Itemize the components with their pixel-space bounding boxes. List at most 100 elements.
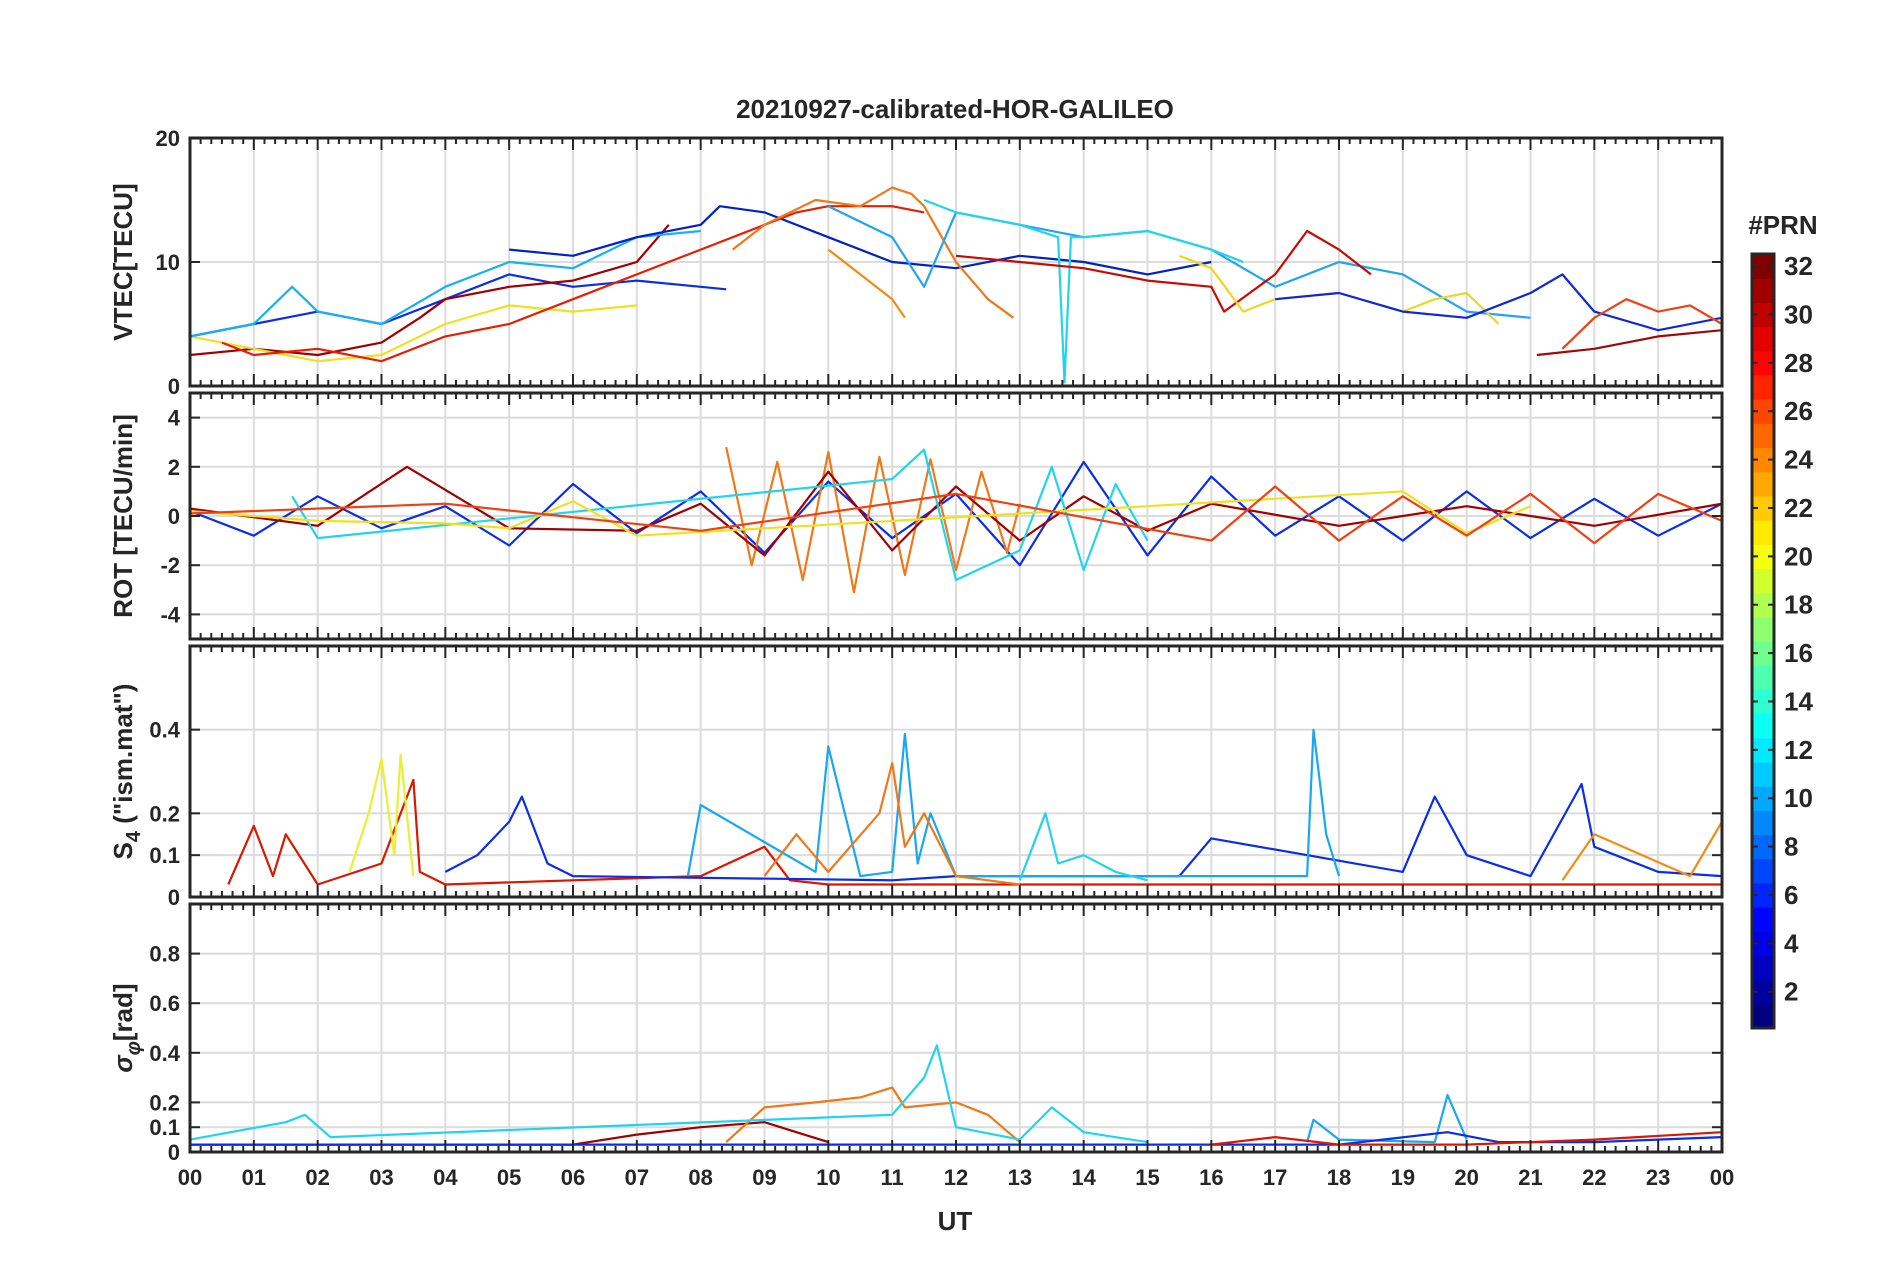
- y-tick-label: 0.1: [149, 1115, 180, 1140]
- panel-frame: [188, 902, 1724, 1154]
- x-tick-label: 03: [369, 1165, 393, 1190]
- x-tick-label: 12: [944, 1165, 968, 1190]
- x-tick-label: 16: [1199, 1165, 1223, 1190]
- colorbar-segment: [1752, 979, 1774, 1005]
- colorbar-segment: [1752, 544, 1774, 570]
- colorbar-tick-label: 28: [1784, 348, 1813, 378]
- colorbar-segment: [1752, 374, 1774, 400]
- series-prn-19: [348, 753, 415, 877]
- series-prn-27: [955, 229, 1372, 313]
- colorbar-segment: [1752, 882, 1774, 908]
- series-group: [190, 446, 1722, 594]
- series-prn-24: [725, 1086, 1021, 1143]
- series-prn-24: [725, 446, 1021, 594]
- x-tick-label: 23: [1646, 1165, 1670, 1190]
- series-prn-27: [227, 778, 1722, 886]
- series-prn-13: [1018, 812, 1148, 882]
- panel-vtec: 0 10 20 VTEC[TECU]: [108, 126, 1724, 399]
- colorbar-segment: [1752, 326, 1774, 352]
- colorbar-tick-label: 10: [1784, 783, 1813, 813]
- colorbar-segment: [1752, 713, 1774, 739]
- colorbar-tick-label: 24: [1784, 445, 1813, 475]
- series-prn-4: [1275, 273, 1722, 332]
- colorbar-segment: [1752, 520, 1774, 545]
- colorbar-segment: [1752, 907, 1774, 932]
- y-tick-label: 0.4: [149, 1041, 180, 1066]
- colorbar-segment: [1752, 568, 1774, 594]
- x-axis-labels: 00 01 02 03 04 05 06 07 08 09 10 11 12 13 14 15 16 17 18 19…: [178, 1165, 1734, 1190]
- series-prn-10: [1306, 1093, 1468, 1144]
- y-tick-label: 0.1: [149, 843, 180, 868]
- colorbar-segment: [1752, 689, 1774, 715]
- y-axis-title: σφ[rad]: [108, 983, 145, 1072]
- panel-frame: [188, 391, 1724, 641]
- x-tick-label: 07: [625, 1165, 649, 1190]
- colorbar-segment: [1752, 786, 1774, 811]
- colorbar-tick-label: 14: [1784, 686, 1813, 716]
- x-tick-label: 10: [816, 1165, 840, 1190]
- colorbar-tick-label: 20: [1784, 541, 1813, 571]
- colorbar-tick-label: 12: [1784, 735, 1813, 765]
- series-prn-13: [291, 448, 1149, 582]
- x-tick-label: 15: [1135, 1165, 1159, 1190]
- colorbar-segment: [1752, 278, 1774, 303]
- x-tick-label: 18: [1327, 1165, 1351, 1190]
- colorbar-tick-label: 30: [1784, 299, 1813, 329]
- x-tick-label: 06: [561, 1165, 585, 1190]
- x-axis-title: UT: [938, 1206, 973, 1236]
- colorbar-segment: [1752, 834, 1774, 860]
- y-tick-label: 0: [168, 504, 180, 529]
- colorbar-segment: [1752, 471, 1774, 497]
- x-tick-label: 17: [1263, 1165, 1287, 1190]
- panel-frame: [188, 136, 1724, 388]
- series-prn-20: [190, 304, 637, 363]
- x-tick-label: 00: [1710, 1165, 1734, 1190]
- series-prn-28: [221, 205, 925, 363]
- y-tick-label: 10: [156, 250, 180, 275]
- x-tick-label: 09: [752, 1165, 776, 1190]
- x-tick-label: 20: [1454, 1165, 1478, 1190]
- series-prn-23: [827, 248, 906, 319]
- y-tick-label: 0.2: [149, 1090, 180, 1115]
- colorbar-tick-label: 32: [1784, 251, 1813, 281]
- colorbar-segment: [1752, 641, 1774, 666]
- colorbar-segment: [1752, 254, 1774, 279]
- colorbar-tick-label: 2: [1784, 977, 1798, 1007]
- colorbar-segment: [1752, 495, 1774, 521]
- x-tick-label: 19: [1391, 1165, 1415, 1190]
- y-tick-label: 0.2: [149, 801, 180, 826]
- colorbar-segment: [1752, 399, 1774, 424]
- colorbar-segment: [1752, 858, 1774, 884]
- colorbar-segment: [1752, 665, 1774, 690]
- colorbar-segment: [1752, 423, 1774, 449]
- colorbar-segment: [1752, 350, 1774, 376]
- colorbar-tick-label: 4: [1784, 928, 1799, 958]
- y-tick-label: 0.4: [149, 718, 180, 743]
- series-prn-23: [1561, 821, 1722, 881]
- colorbar-tick-label: 8: [1784, 832, 1798, 862]
- y-tick-label: -2: [160, 553, 180, 578]
- x-tick-label: 04: [433, 1165, 458, 1190]
- x-tick-label: 22: [1582, 1165, 1606, 1190]
- colorbar-segment: [1752, 931, 1774, 957]
- colorbar-segment: [1752, 810, 1774, 836]
- y-tick-label: 0: [168, 374, 180, 399]
- x-tick-label: 14: [1071, 1165, 1096, 1190]
- series-prn-31: [1536, 329, 1722, 357]
- colorbar-segment: [1752, 447, 1774, 473]
- colorbar-segment: [1752, 302, 1774, 328]
- y-tick-label: 4: [168, 406, 181, 431]
- x-tick-label: 08: [688, 1165, 712, 1190]
- series-prn-10: [686, 728, 1341, 878]
- panel-frame: [188, 644, 1724, 899]
- series-prn-5: [190, 273, 727, 338]
- y-tick-label: -4: [160, 602, 180, 627]
- series-group: [227, 728, 1722, 886]
- series-prn-20: [190, 490, 1531, 537]
- colorbar-frame: [1750, 252, 1776, 1030]
- colorbar-segment: [1752, 592, 1774, 618]
- series-prn-24: [731, 186, 1015, 319]
